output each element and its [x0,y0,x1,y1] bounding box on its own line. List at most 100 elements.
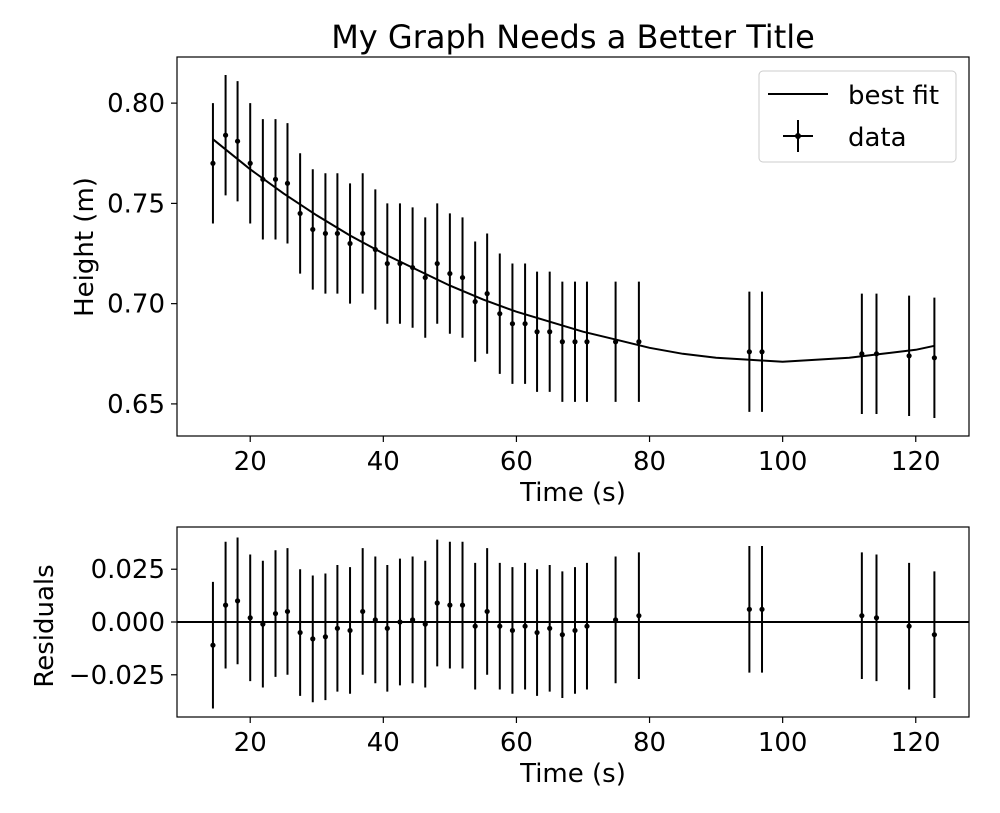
main-data-point [859,351,865,357]
main-data-point [384,260,390,267]
main-x-tick-label: 80 [633,447,666,477]
main-x-tick-label: 40 [367,447,400,477]
residuals-data-point [931,632,937,638]
main-data-point [434,260,440,267]
residuals-data-point [234,598,241,604]
main-data-point [459,274,466,281]
residuals-data-point [572,627,578,634]
residuals-data-point [584,623,590,629]
main-data-point [347,240,353,247]
residuals-y-tick-label: −0.025 [69,661,165,691]
residuals-x-tick-label: 120 [891,728,941,758]
main-data-point [547,329,553,335]
legend: best fit data [758,70,957,163]
main-y-tick-label: 0.70 [107,290,165,320]
main-data-point [447,270,453,277]
main-data-point [297,210,303,217]
residuals-data-point [612,617,619,623]
residuals-data-point [759,606,765,612]
residuals-data-point [222,602,229,608]
residuals-data-point [360,608,366,615]
main-y-tick-label: 0.65 [107,390,165,420]
residuals-data-point [347,627,353,634]
main-data-point [310,226,316,233]
residuals-x-tick-label: 60 [500,728,533,758]
main-data-point [497,311,503,317]
main-plot-panel: My Graph Needs a Better Title 20 40 60 80 10… [70,18,970,508]
main-data-point [584,339,590,345]
residuals-data-point [906,623,912,629]
residuals-data-point [247,615,253,621]
residuals-data-point [484,608,490,615]
residuals-y-axis: −0.025 0.000 0.025 [69,555,177,691]
chart-title: My Graph Needs a Better Title [331,18,815,56]
main-x-axis-label: Time (s) [519,478,626,508]
residuals-data-point [334,625,340,631]
residuals-data-point [636,613,642,619]
main-data-point [360,230,366,237]
main-data-point [931,355,937,361]
main-data-point [222,132,229,138]
residuals-data-point [272,610,279,617]
main-data-point [422,274,428,281]
residuals-data-point [384,625,390,631]
residuals-x-tick-label: 20 [234,728,267,758]
residuals-data-point [873,615,880,621]
residuals-data-point [509,627,516,634]
main-data-point [284,180,291,186]
residuals-marks [177,537,969,709]
main-x-tick-label: 120 [891,447,941,477]
residuals-data-point [559,632,565,638]
main-data-point [636,339,642,345]
main-data-point [272,176,279,182]
main-y-axis: 0.65 0.70 0.75 0.80 [107,89,177,420]
main-plot-frame [176,56,970,437]
residuals-x-tick-label: 80 [633,728,666,758]
residuals-panel: 20 40 60 80 100 120 −0.025 0.000 0.025 Time (s)… [30,526,970,789]
main-best-fit-line [212,138,935,363]
residuals-data-point [447,602,453,608]
main-data-point [559,339,565,345]
main-data-point [522,321,528,327]
residuals-data-point [397,619,403,625]
residuals-data-point [472,623,478,629]
legend-data-swatch-point [795,133,801,139]
residuals-data-point [297,629,303,636]
main-y-tick-label: 0.75 [107,189,165,219]
main-data-point [572,339,578,345]
main-y-axis-label: Height (m) [70,177,100,317]
residuals-x-axis-label: Time (s) [519,759,626,789]
residuals-data-point [434,600,440,606]
residuals-data-point [459,602,466,608]
residuals-data-point [746,606,752,612]
main-data-point [322,230,329,237]
main-x-tick-label: 20 [234,447,267,477]
residuals-data-point [547,625,553,631]
residuals-data-point [410,617,416,623]
residuals-data-point [372,617,378,623]
residuals-data-point [210,642,216,648]
residuals-data-point [534,629,540,636]
main-data-point [210,160,216,166]
residuals-data-point [859,613,865,619]
main-data-point [746,349,752,355]
residuals-data-point [322,634,329,640]
main-data-point [334,230,340,237]
residuals-data-point [422,621,428,627]
main-data-point [472,299,478,305]
main-data-point [906,353,912,359]
residuals-data-point [284,608,291,615]
main-plot-marks [210,75,937,418]
main-data-point [234,138,241,144]
main-x-tick-label: 100 [758,447,808,477]
main-data-point [509,321,516,327]
main-y-tick-label: 0.80 [107,89,165,119]
residuals-x-tick-label: 100 [758,728,808,758]
residuals-y-tick-label: 0.000 [91,608,165,638]
residuals-y-axis-label: Residuals [30,564,60,687]
residuals-data-point [522,623,528,629]
main-x-tick-label: 60 [500,447,533,477]
main-data-point [534,329,540,335]
main-data-point [484,291,490,297]
